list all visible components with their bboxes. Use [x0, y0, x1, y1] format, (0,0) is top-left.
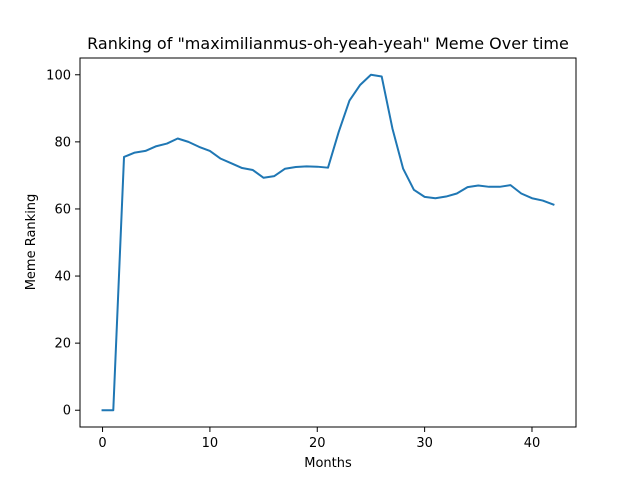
- y-tick-label: 0: [63, 404, 71, 419]
- x-tick-label: 40: [524, 436, 541, 451]
- x-tick-label: 0: [98, 436, 106, 451]
- series-layer: [101, 73, 555, 412]
- y-tick-label: 60: [54, 202, 71, 217]
- series-line: [101, 73, 555, 412]
- plot-frame: [79, 57, 577, 428]
- x-tick-label: 30: [416, 436, 433, 451]
- x-axis-ticks: 0 10 20 30 40: [98, 427, 540, 451]
- y-tick-label: 20: [54, 337, 71, 352]
- x-tick-label: 10: [202, 436, 219, 451]
- x-tick-label: 20: [309, 436, 326, 451]
- y-tick-label: 80: [54, 135, 71, 150]
- chart-title: Ranking of "maximilianmus-oh-yeah-yeah" …: [87, 34, 569, 53]
- y-tick-label: 40: [54, 270, 71, 285]
- y-axis-ticks: 0 20 40 60 80 100: [46, 68, 80, 419]
- y-tick-label: 100: [46, 68, 71, 83]
- y-axis-label: Meme Ranking: [24, 194, 39, 291]
- x-axis-label: Months: [304, 456, 352, 471]
